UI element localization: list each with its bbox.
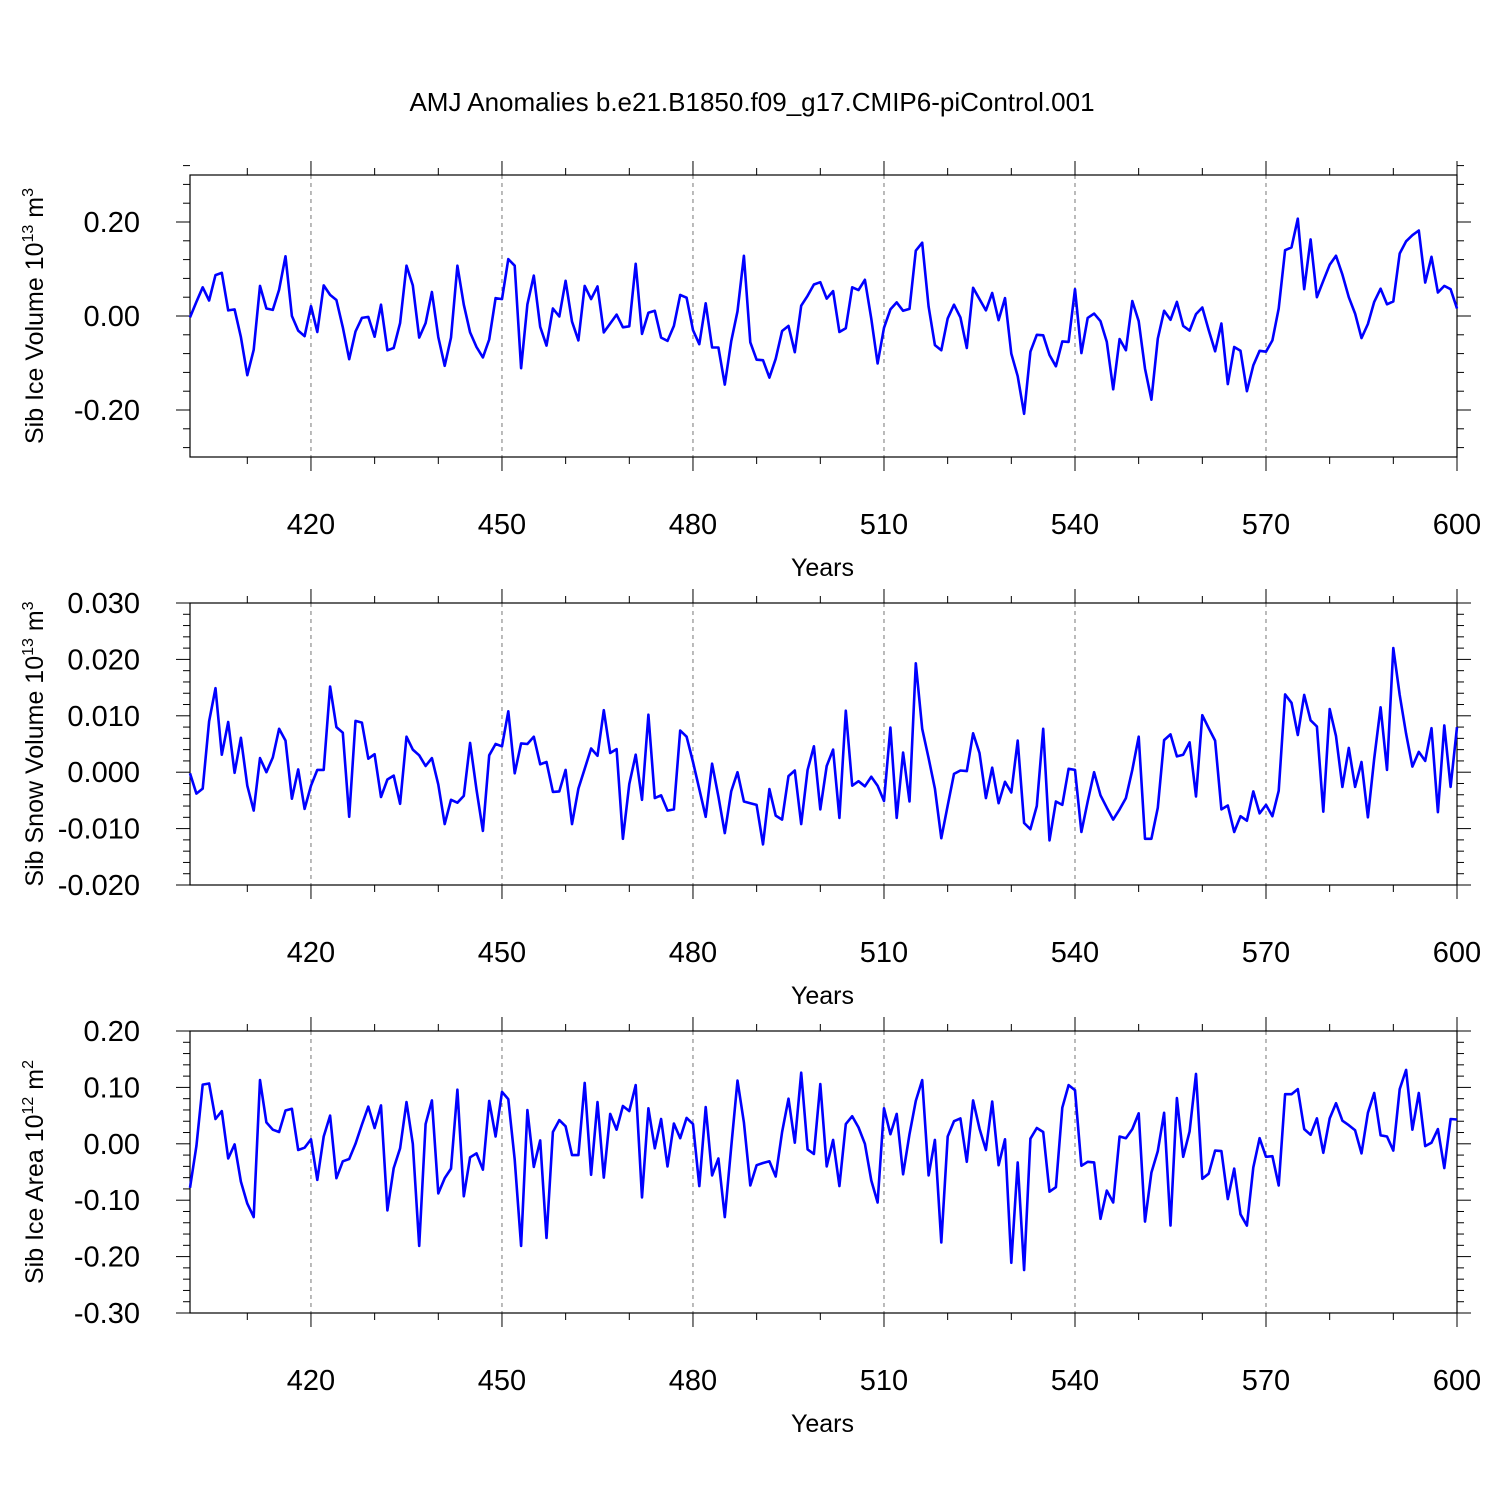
- y-tick-label: -0.10: [74, 1185, 140, 1217]
- y-axis-label: Sib Ice Volume 1013 m3: [20, 188, 49, 444]
- y-axis-label: Sib Ice Area 1012 m2: [20, 1060, 49, 1284]
- series-line: [188, 1068, 1458, 1272]
- y-axis-label-part: m: [21, 610, 49, 638]
- y-tick-label: -0.010: [58, 814, 140, 846]
- x-tick-label: 480: [669, 1365, 717, 1397]
- y-tick-label: 0.20: [84, 1016, 140, 1048]
- x-tick-label: 480: [669, 509, 717, 541]
- y-axis-label-part: 13: [20, 638, 37, 656]
- y-axis-label-part: Sib Ice Area: [21, 1142, 49, 1284]
- figure-title: AMJ Anomalies b.e21.B1850.f09_g17.CMIP6-…: [409, 87, 1094, 117]
- y-axis-label-part: 3: [20, 188, 37, 197]
- y-axis-label-part: Sib Ice Volume: [21, 270, 49, 444]
- y-axis-label-part: 2: [20, 1060, 37, 1069]
- y-tick-label: 0.000: [67, 757, 140, 789]
- x-tick-label: 570: [1242, 937, 1290, 969]
- y-tick-label: 0.00: [84, 1129, 140, 1161]
- y-axis-label-part: 10: [21, 1114, 49, 1142]
- y-tick-label: 0.020: [67, 644, 140, 676]
- x-tick-label: 540: [1051, 1365, 1099, 1397]
- x-tick-label: 600: [1433, 1365, 1481, 1397]
- series-line: [188, 646, 1459, 846]
- y-axis-label-part: m: [21, 1069, 49, 1097]
- x-tick-label: 480: [669, 937, 717, 969]
- x-tick-label: 600: [1433, 937, 1481, 969]
- x-tick-label: 420: [287, 1365, 335, 1397]
- plot-frame: [189, 602, 1458, 886]
- y-axis-label-part: 13: [20, 225, 37, 243]
- x-tick-label: 510: [860, 1365, 908, 1397]
- x-axis-label: Years: [791, 982, 854, 1010]
- x-tick-label: 510: [860, 509, 908, 541]
- x-axis-label: Years: [791, 1410, 854, 1438]
- y-tick-label: 0.00: [84, 301, 140, 333]
- y-tick-label: -0.020: [58, 870, 140, 902]
- x-tick-label: 600: [1433, 509, 1481, 541]
- y-axis-label-part: m: [21, 197, 49, 225]
- y-tick-label: 0.10: [84, 1072, 140, 1104]
- y-axis-label-part: 3: [20, 601, 37, 610]
- chart-panel-2: 420 450 480 510 540 570 600 0.030 0.020 0.010 0.00…: [20, 588, 1481, 1010]
- chart-panel-1: 420 450 480 510 540 570 600 0.20 0.00 -0.20 Years S…: [20, 161, 1481, 582]
- x-tick-label: 570: [1242, 1365, 1290, 1397]
- y-tick-label: 0.030: [67, 588, 140, 620]
- x-tick-label: 450: [478, 937, 526, 969]
- y-tick-label: -0.30: [74, 1298, 140, 1330]
- x-tick-label: 450: [478, 1365, 526, 1397]
- x-tick-label: 420: [287, 509, 335, 541]
- y-tick-label: -0.20: [74, 395, 140, 427]
- x-tick-label: 510: [860, 937, 908, 969]
- chart-panel-3: 420 450 480 510 540 570 600 0.20 0.10 0.00 -0.10 -0…: [20, 1016, 1481, 1438]
- y-axis-label-part: 12: [20, 1097, 37, 1115]
- x-tick-label: 540: [1051, 509, 1099, 541]
- panels: 420 450 480 510 540 570 600 0.20 0.00 -0.20 Years S…: [20, 161, 1481, 1438]
- y-axis-label-part: 10: [21, 656, 49, 684]
- y-tick-label: 0.010: [67, 701, 140, 733]
- series-line: [188, 217, 1459, 416]
- x-tick-label: 540: [1051, 937, 1099, 969]
- y-tick-label: -0.20: [74, 1242, 140, 1274]
- x-axis-label: Years: [791, 554, 854, 582]
- x-tick-label: 450: [478, 509, 526, 541]
- y-axis-label-part: 10: [21, 242, 49, 270]
- x-tick-label: 420: [287, 937, 335, 969]
- y-axis-label: Sib Snow Volume 1013 m3: [20, 601, 49, 886]
- x-tick-label: 570: [1242, 509, 1290, 541]
- y-axis-label-part: Sib Snow Volume: [21, 684, 49, 887]
- y-tick-label: 0.20: [84, 207, 140, 239]
- plot-frame: [189, 1030, 1458, 1314]
